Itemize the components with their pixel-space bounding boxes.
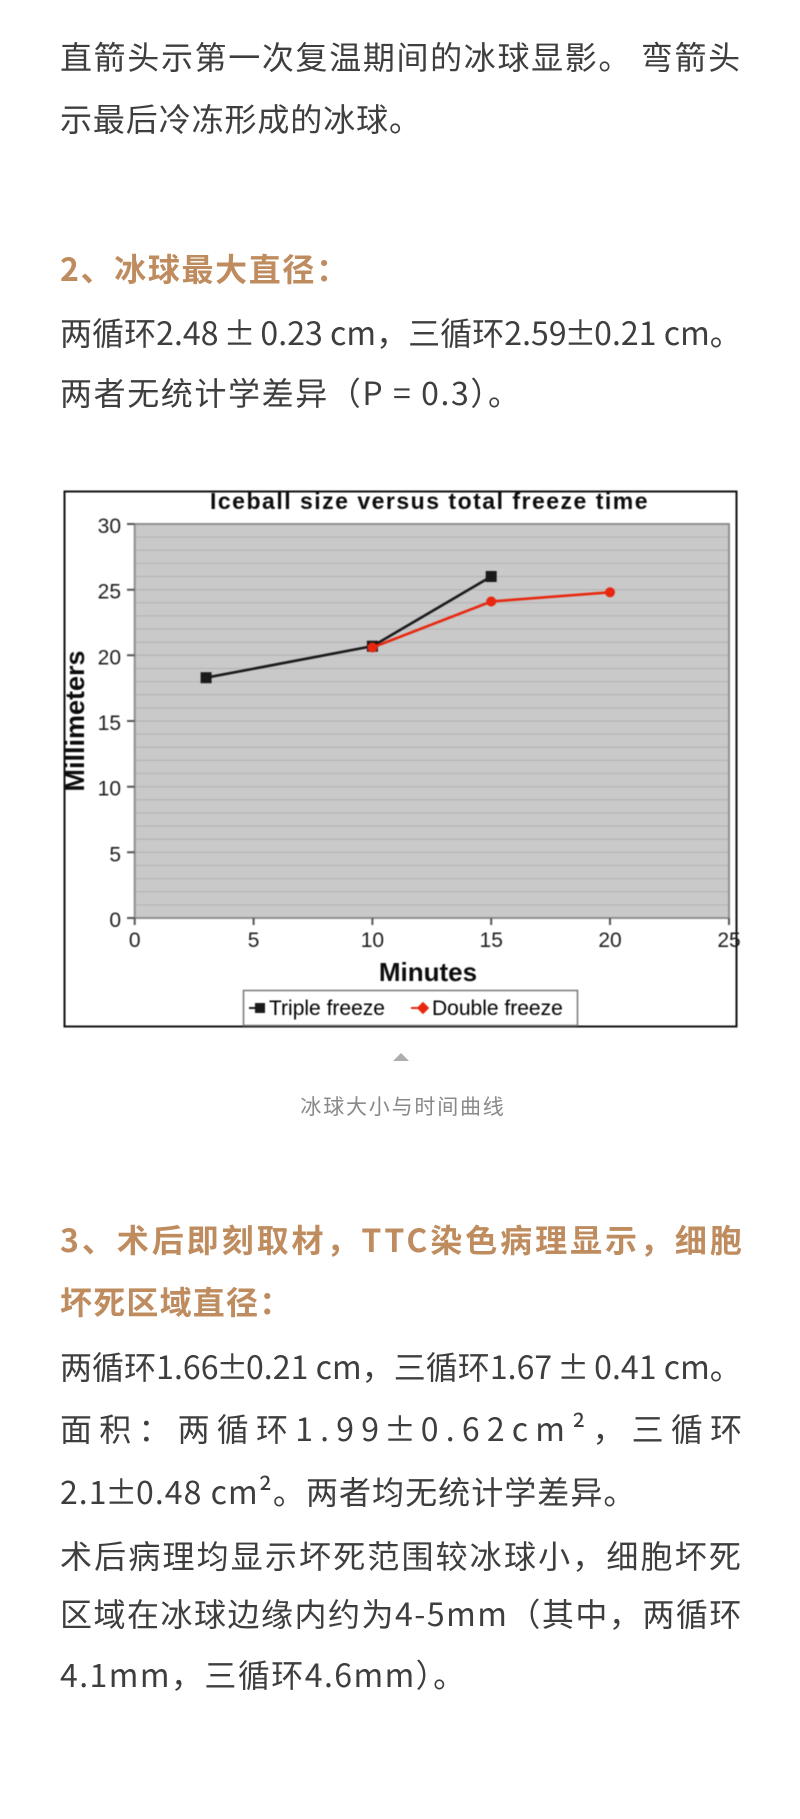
svg-text:5: 5	[248, 929, 260, 952]
svg-text:Millimeters: Millimeters	[60, 650, 90, 791]
svg-text:15: 15	[480, 929, 503, 952]
svg-text:Double freeze: Double freeze	[432, 997, 563, 1020]
svg-text:20: 20	[598, 929, 621, 952]
svg-text:20: 20	[98, 646, 121, 669]
svg-text:10: 10	[98, 778, 121, 801]
svg-text:Iceball size versus total free: Iceball size versus total freeze time	[210, 488, 649, 514]
svg-text:Minutes: Minutes	[379, 957, 477, 987]
svg-text:30: 30	[98, 515, 121, 538]
svg-text:15: 15	[98, 712, 121, 735]
svg-text:25: 25	[98, 581, 121, 604]
svg-text:10: 10	[361, 929, 384, 952]
svg-text:5: 5	[109, 843, 121, 866]
svg-text:0: 0	[129, 929, 141, 952]
svg-text:Triple freeze: Triple freeze	[269, 997, 385, 1020]
svg-text:0: 0	[109, 909, 121, 932]
svg-text:25: 25	[717, 929, 740, 952]
